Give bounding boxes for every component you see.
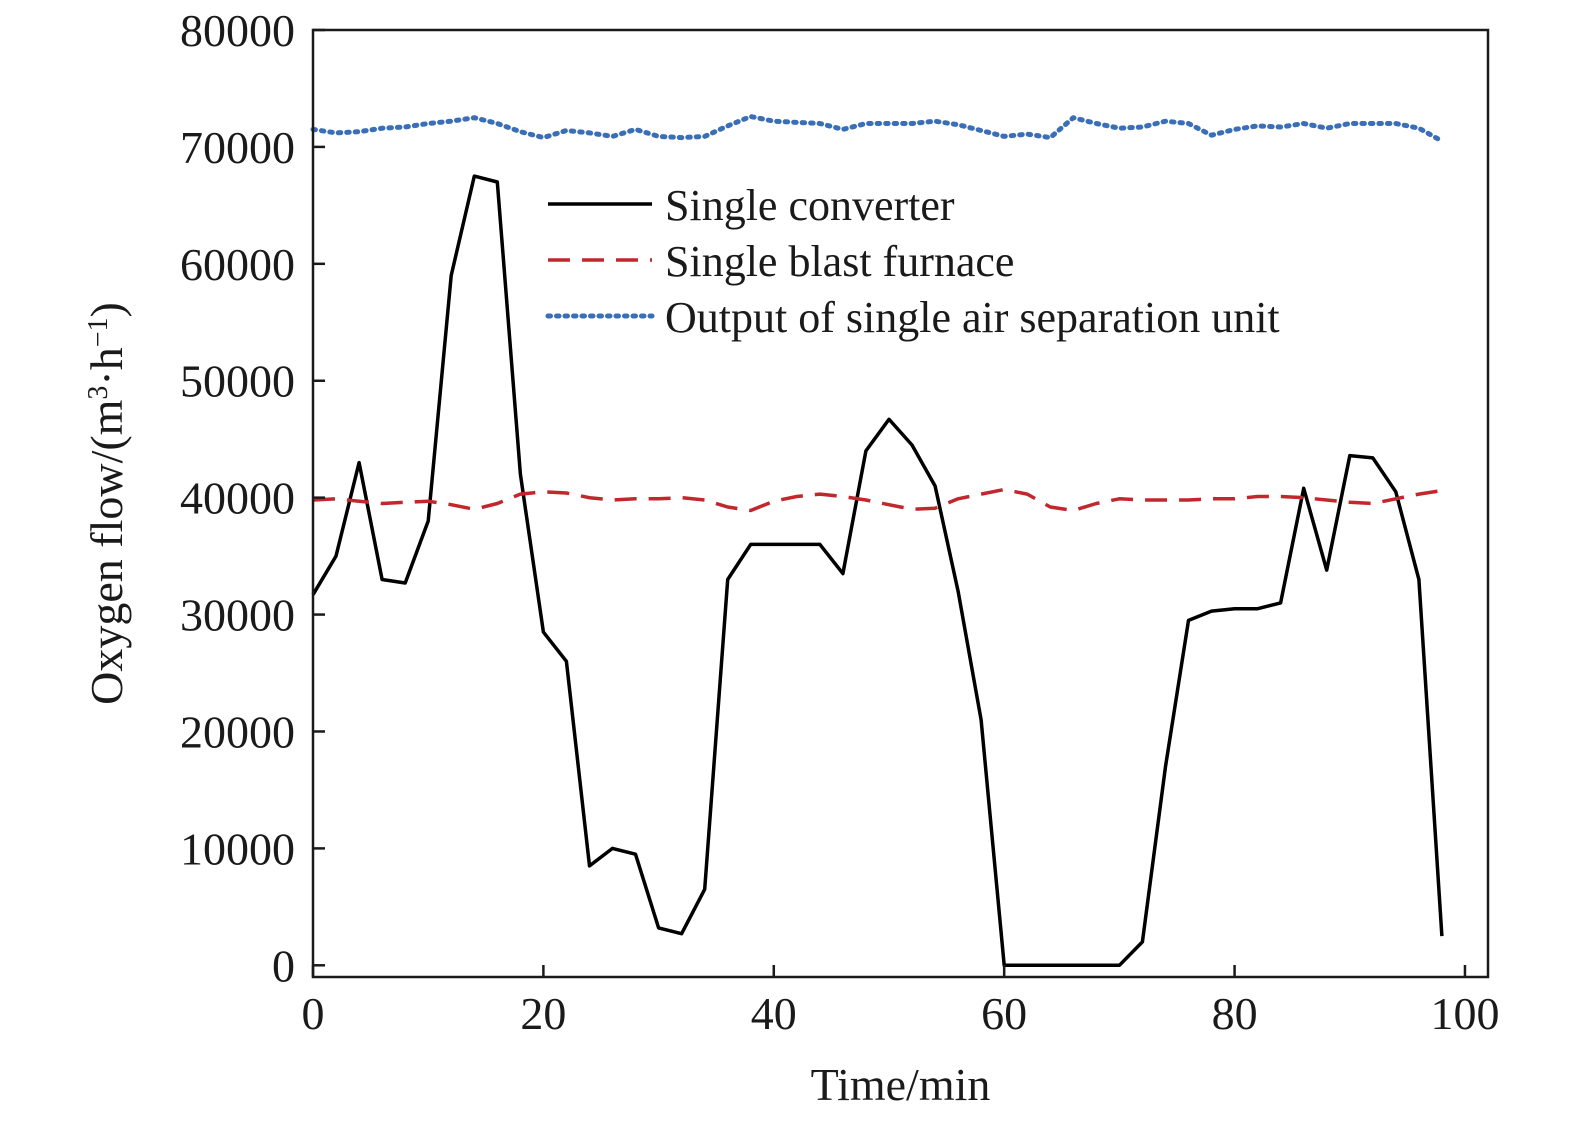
series-line-single-blast-furnace: [312, 487, 1443, 513]
plot-lines: [310, 114, 1445, 968]
x-axis-title: Time/min: [811, 1059, 991, 1110]
axis-ticks: [311, 28, 1467, 977]
y-tick-label: 0: [272, 940, 295, 991]
y-tick-label: 50000: [180, 356, 295, 407]
series-line-output-of-single-air-separation-unit: [310, 114, 1445, 144]
y-axis-title-sup1: 3: [83, 386, 114, 400]
y-tick-label: 20000: [180, 706, 295, 757]
x-tick-label: 60: [981, 988, 1027, 1039]
x-tick-label: 80: [1212, 988, 1258, 1039]
plot-frame: [311, 28, 1490, 979]
legend-label-single-converter: Single converter: [665, 181, 955, 230]
legend: Single converter Single blast furnace Ou…: [545, 181, 1280, 342]
x-tick-label: 100: [1430, 988, 1499, 1039]
y-axis-title-main: Oxygen flow/(m: [81, 399, 132, 705]
y-axis-title-mid: ·h: [81, 347, 132, 385]
y-axis-title: Oxygen flow/(m3·h−1): [81, 302, 132, 705]
y-tick-label: 40000: [180, 473, 295, 524]
y-tick-label: 30000: [180, 590, 295, 641]
legend-label-single-blast-furnace: Single blast furnace: [665, 237, 1014, 286]
axis-tick-labels: 0 20 40 60 80 100 0 10000 20000 30000 40000 50000 60…: [180, 5, 1499, 1039]
y-tick-label: 60000: [180, 239, 295, 290]
series-line-single-converter: [311, 174, 1444, 968]
y-axis-title-end: ): [81, 302, 132, 317]
x-tick-label: 40: [751, 988, 797, 1039]
x-tick-label: 20: [520, 988, 566, 1039]
y-axis-title-sup2: −1: [83, 317, 114, 347]
y-tick-label: 70000: [180, 122, 295, 173]
x-tick-label: 0: [302, 988, 325, 1039]
y-tick-label: 80000: [180, 5, 295, 56]
y-tick-label: 10000: [180, 823, 295, 874]
legend-label-air-separation-output: Output of single air separation unit: [665, 293, 1280, 342]
